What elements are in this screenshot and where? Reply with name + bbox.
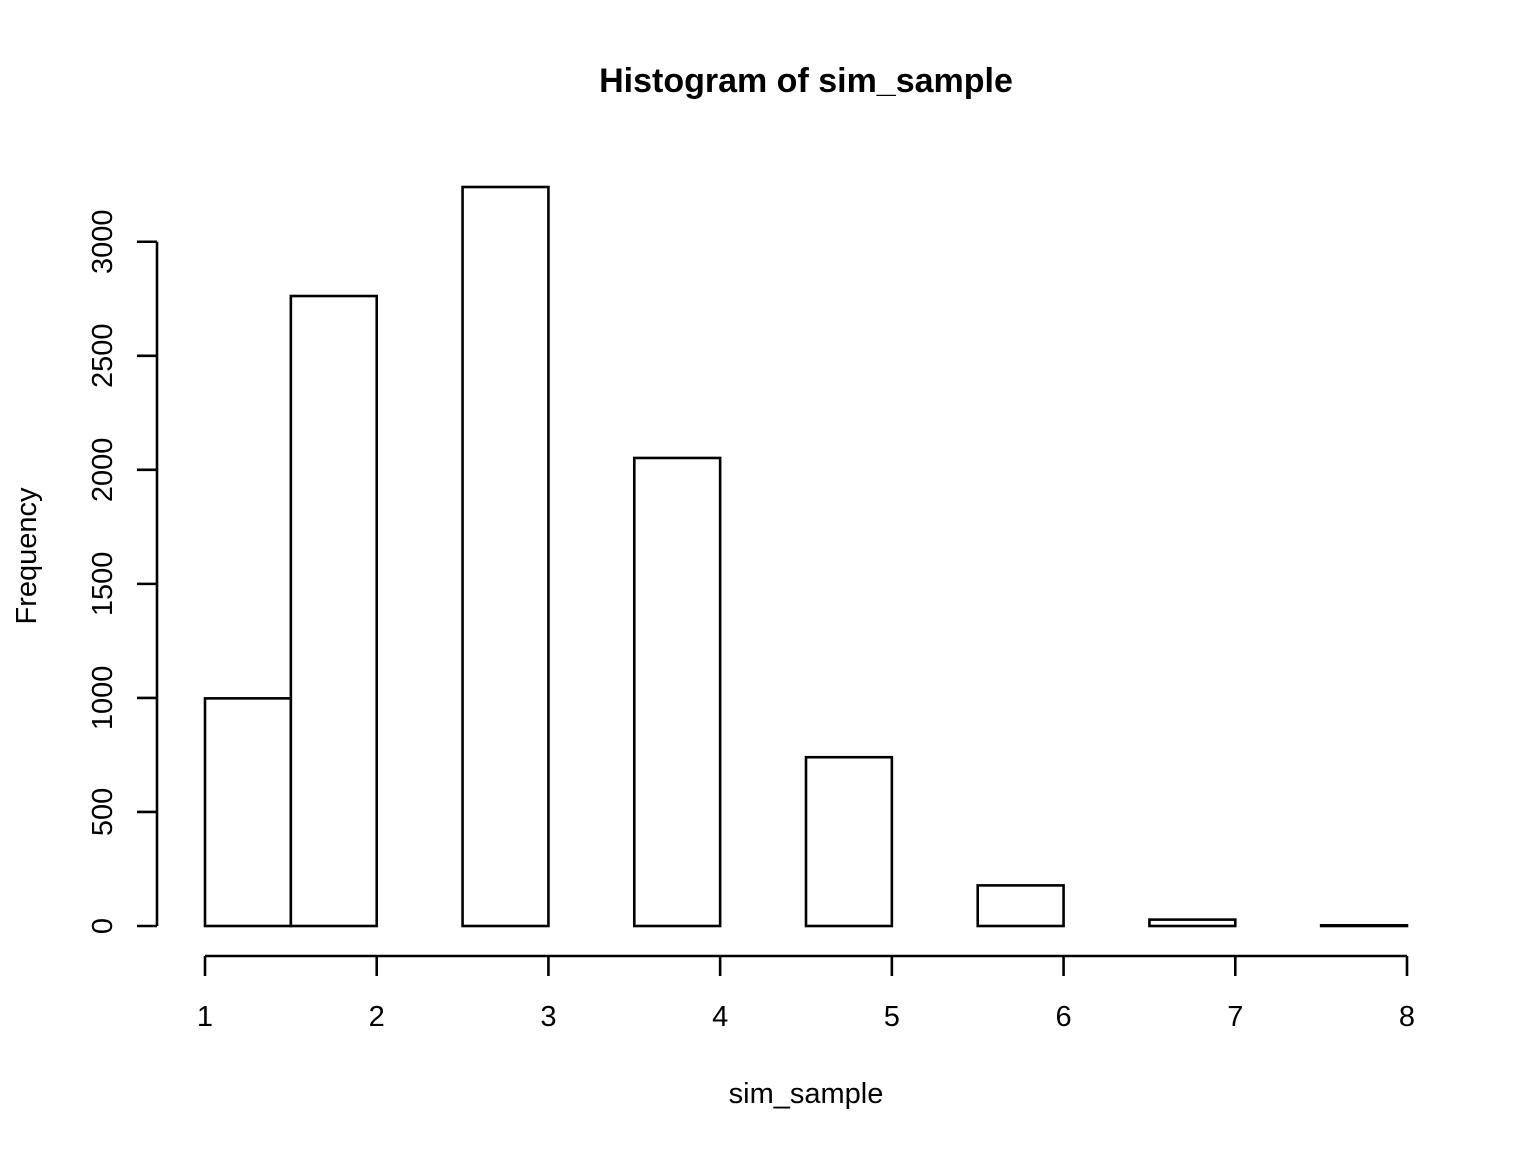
histogram-bar-7 [804,755,894,928]
x-tick-label-4: 4 [712,1001,728,1033]
histogram-bar-5 [632,456,722,928]
y-tick-label-0: 0 [87,918,119,934]
y-axis: 0 500 1000 1500 2000 2500 3000 [87,209,159,934]
histogram-bar-0 [203,697,293,928]
x-axis-label: sim_sample [729,1078,884,1110]
y-tick-label-1000: 1000 [87,666,119,731]
bars-group [203,185,1409,928]
x-tick-label-2: 2 [369,1001,385,1033]
y-tick-label-2000: 2000 [87,438,119,503]
histogram-bar-3 [461,185,550,928]
histogram-bar-11 [1148,918,1237,928]
histogram-bar-9 [976,884,1065,928]
x-tick-label-1: 1 [197,1001,213,1033]
x-tick-label-5: 5 [884,1001,900,1033]
x-tick-label-7: 7 [1227,1001,1243,1033]
y-tick-label-2500: 2500 [87,324,119,389]
x-tick-label-8: 8 [1399,1001,1415,1033]
histogram-bar-1 [289,294,379,928]
x-axis: 1 2 3 4 5 6 7 8 [197,954,1415,1033]
x-tick-label-3: 3 [540,1001,556,1033]
y-tick-label-500: 500 [87,788,119,836]
histogram-bar-13 [1319,924,1409,928]
y-tick-label-1500: 1500 [87,552,119,617]
chart-title: Histogram of sim_sample [599,62,1013,100]
x-tick-label-6: 6 [1056,1001,1072,1033]
y-tick-label-3000: 3000 [87,209,119,274]
y-axis-label: Frequency [11,487,43,625]
